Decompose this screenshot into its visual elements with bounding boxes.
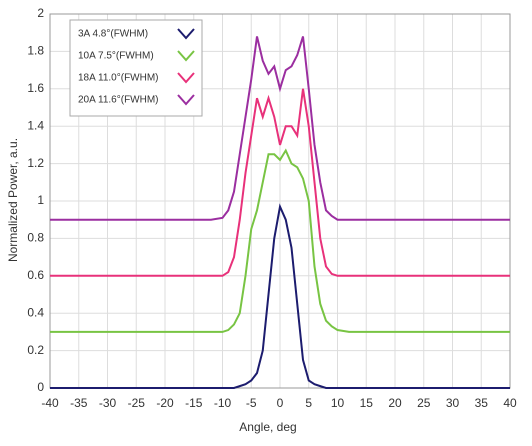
x-tick-label: 5: [305, 396, 312, 410]
y-tick-label: 1.8: [27, 44, 44, 58]
legend-box: [69, 19, 203, 117]
x-tick-label: 35: [475, 396, 489, 410]
x-axis-label: Angle, deg: [239, 420, 296, 434]
y-tick-label: 1.2: [27, 156, 44, 170]
legend-label: 10A 7.5°(FWHM): [78, 51, 154, 62]
x-tick-label: 25: [417, 396, 431, 410]
x-tick-label: 10: [331, 396, 345, 410]
x-tick-label: -25: [128, 396, 146, 410]
y-tick-label: 1: [37, 193, 44, 207]
x-tick-label: -15: [185, 396, 203, 410]
y-tick-label: 1.4: [27, 118, 44, 132]
x-tick-label: -35: [70, 396, 88, 410]
y-tick-label: 0.2: [27, 343, 44, 357]
legend-label: 18A 11.0°(FWHM): [78, 73, 159, 84]
line: [50, 88, 510, 277]
y-tick-label: 1.6: [27, 81, 44, 95]
y-tick-label: 0: [37, 380, 44, 394]
y-tick-label: 0.4: [27, 305, 44, 319]
legend-label: 3A 4.8°(FWHM): [78, 29, 148, 40]
line: [50, 203, 510, 389]
y-axis-label: Normalized Power, a.u.: [6, 138, 20, 262]
legend-swatch: [177, 50, 195, 62]
x-tick-label: -5: [246, 396, 257, 410]
legend-swatch: [177, 94, 195, 106]
line: [50, 148, 510, 333]
line: [50, 36, 510, 221]
x-tick-label: 0: [277, 396, 284, 410]
x-tick-label: 20: [388, 396, 402, 410]
y-tick-label: 0.6: [27, 268, 44, 282]
x-tick-label: -30: [99, 396, 117, 410]
x-tick-label: -40: [41, 396, 59, 410]
y-tick-label: 0.8: [27, 231, 44, 245]
legend-swatch: [177, 72, 195, 84]
plot-frame: [49, 13, 511, 389]
x-tick-label: -10: [214, 396, 232, 410]
legend-label: 20A 11.6°(FWHM): [78, 95, 159, 106]
x-tick-label: 15: [360, 396, 374, 410]
y-tick-label: 2: [37, 6, 44, 20]
x-tick-label: 40: [503, 396, 517, 410]
legend-swatch: [177, 28, 195, 40]
x-tick-label: 30: [446, 396, 460, 410]
x-tick-label: -20: [156, 396, 174, 410]
